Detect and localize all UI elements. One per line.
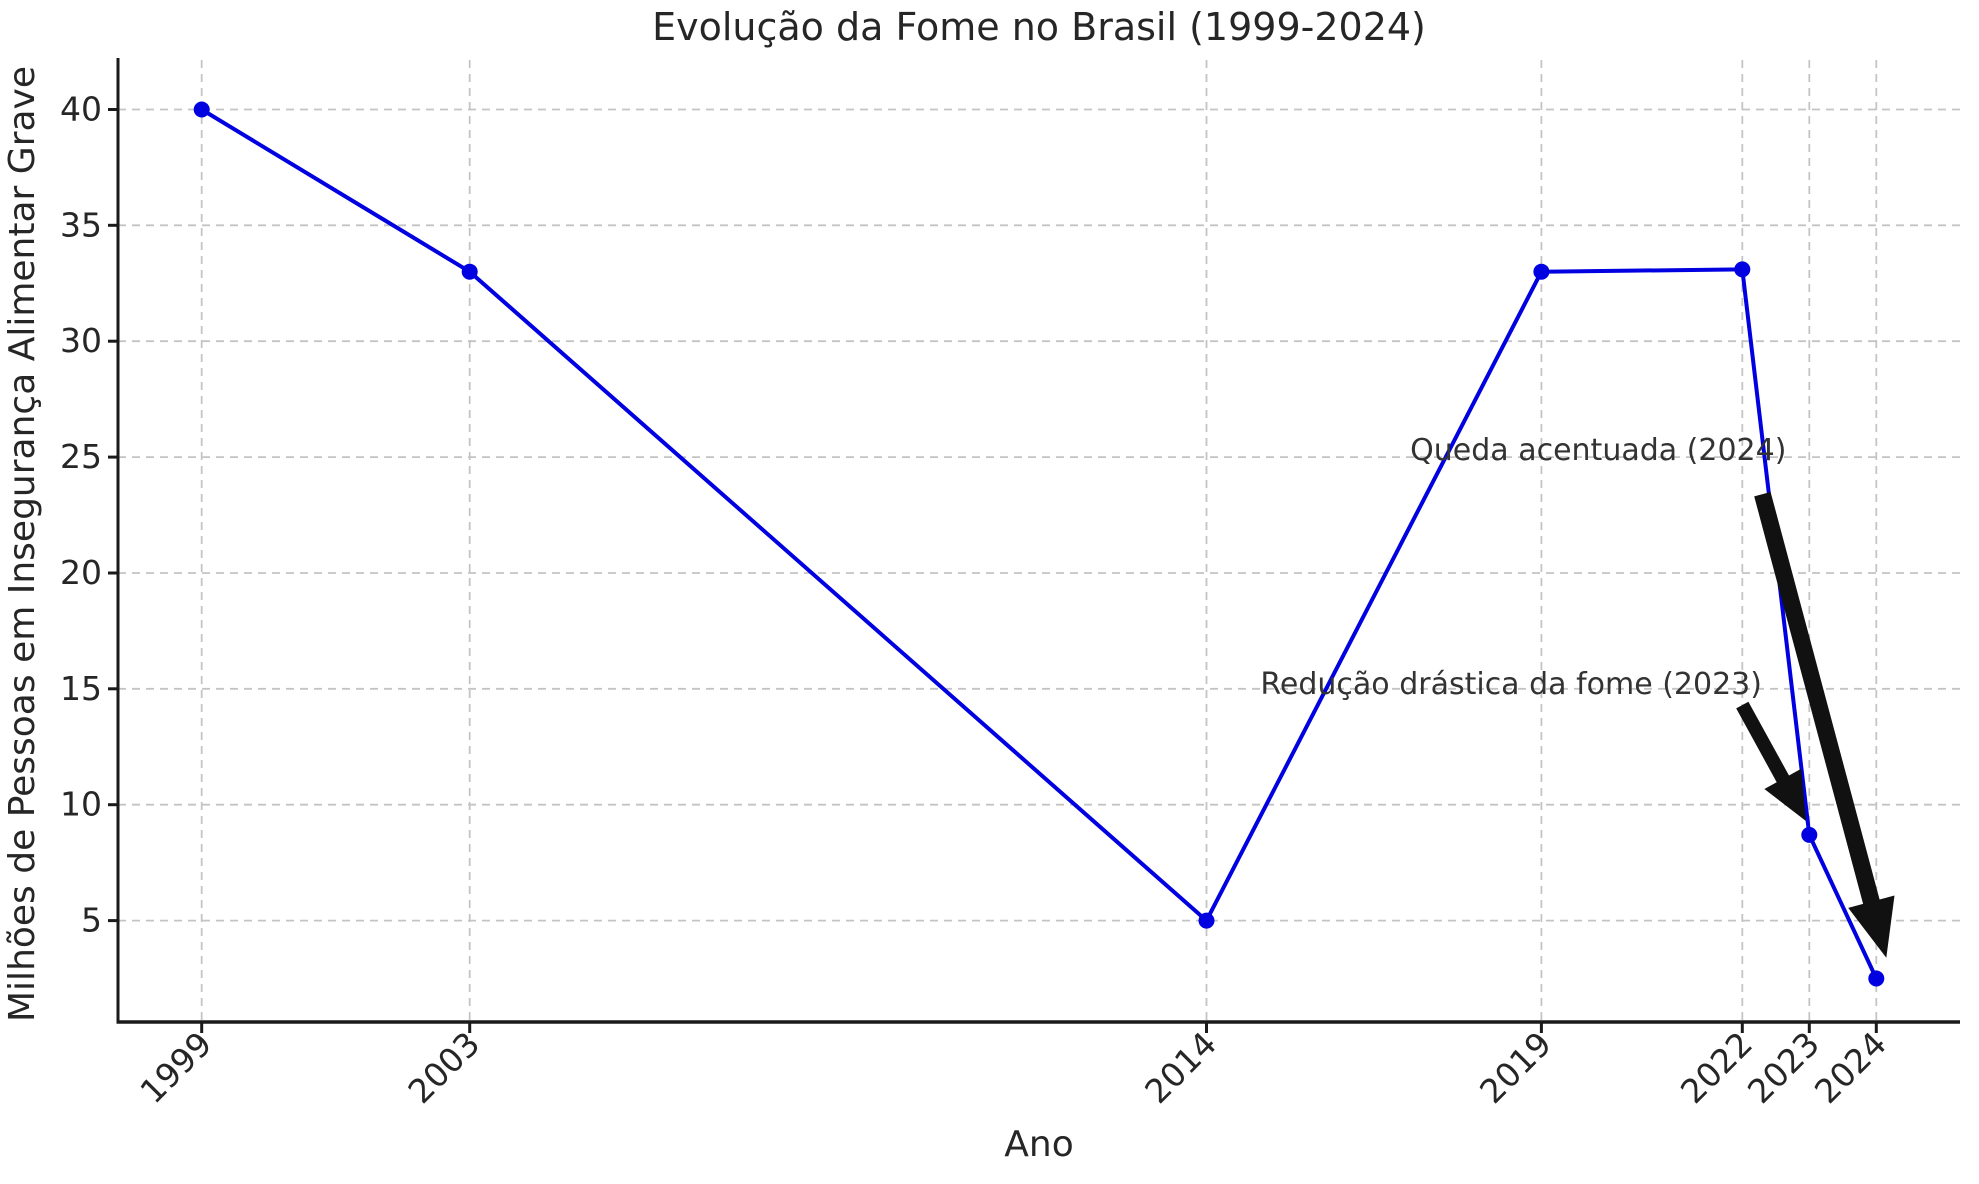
y-tick-label: 20 (60, 553, 102, 592)
data-point-2024 (1868, 970, 1885, 987)
y-tick-label: 30 (60, 321, 102, 360)
y-axis-label: Milhões de Pessoas em Insegurança Alimen… (2, 66, 43, 1022)
data-line (200, 107, 1879, 980)
series-layer (193, 101, 1885, 987)
grid-layer (118, 60, 1960, 1022)
x-axis-label: Ano (1004, 1124, 1073, 1165)
annotation-arrow-0 (1754, 492, 1895, 958)
data-point-2022 (1734, 261, 1751, 278)
data-point-1999 (193, 101, 210, 118)
y-tick-label: 25 (60, 437, 102, 476)
x-tick-label: 2022 (1673, 1024, 1760, 1111)
data-point-2019 (1533, 263, 1550, 280)
annotation-layer: Queda acentuada (2024) Redução drástica d… (1260, 433, 1895, 958)
x-tick-label: 2024 (1807, 1024, 1894, 1111)
x-tick-label: 1999 (132, 1024, 219, 1111)
y-tick-label: 15 (60, 669, 102, 708)
x-tick-label: 2014 (1137, 1024, 1224, 1111)
y-tick-label: 10 (60, 785, 102, 824)
x-tick-label: 2023 (1740, 1024, 1827, 1111)
chart-title: Evolução da Fome no Brasil (1999-2024) (652, 5, 1426, 49)
data-point-2023 (1801, 826, 1818, 843)
y-tick-label: 35 (60, 205, 102, 244)
x-tick-label: 2019 (1472, 1024, 1559, 1111)
y-tick-label: 40 (60, 90, 102, 129)
annotation-text-0: Queda acentuada (2024) (1410, 433, 1786, 468)
annotation-arrow-1 (1736, 701, 1806, 821)
data-point-2014 (1198, 912, 1215, 929)
y-tick-label: 5 (81, 901, 102, 940)
annotation-text-1: Redução drástica da fome (2023) (1260, 667, 1762, 702)
data-point-2003 (461, 263, 478, 280)
x-tick-label: 2003 (400, 1024, 487, 1111)
